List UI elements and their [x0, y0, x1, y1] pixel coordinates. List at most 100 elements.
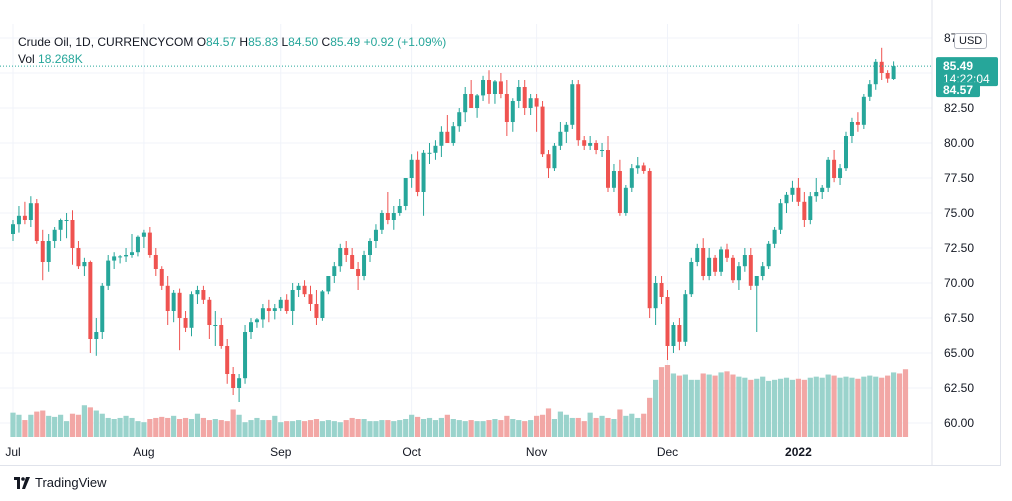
candle-body [52, 229, 57, 241]
volume-bar [462, 421, 468, 437]
symbol-title[interactable]: Crude Oil, 1D, CURRENCYCOM [18, 35, 194, 49]
volume-bar [510, 419, 516, 437]
candle-body [534, 98, 539, 107]
candle-body [855, 122, 860, 125]
volume-bar [99, 413, 105, 437]
candle-body [552, 145, 557, 169]
candle-body [754, 276, 759, 286]
volume-bar [760, 376, 766, 437]
candle-body [326, 276, 331, 292]
candle-body [278, 299, 283, 309]
volume-bar [242, 422, 248, 437]
candle-body [647, 171, 652, 309]
volume-bar [605, 417, 611, 437]
candle-body [742, 255, 747, 267]
volume-bar [81, 405, 87, 437]
y-tick-label: 62.50 [944, 381, 974, 395]
candle-body [677, 325, 682, 342]
volume-bar [789, 379, 796, 437]
candle-body [415, 159, 420, 192]
candle-body [397, 206, 402, 213]
candle-body [379, 213, 384, 230]
candle-body [588, 143, 593, 146]
volume-bar [379, 420, 385, 437]
volume-bar [653, 379, 659, 437]
y-tick-label: 65.00 [944, 346, 974, 360]
volume-bar [111, 419, 117, 437]
candle-body [623, 187, 628, 213]
volume-bar [10, 412, 16, 437]
time-axis[interactable]: Jul Aug Sep Oct Nov Dec 2022 [5, 445, 812, 459]
x-tick-label: Oct [402, 445, 421, 459]
candle-body [16, 215, 21, 225]
volume-bar [754, 378, 760, 437]
y-tick-label: 82.50 [944, 101, 974, 115]
y-tick-label: 70.00 [944, 276, 974, 290]
currency-button[interactable]: USD [954, 33, 988, 49]
volume-bar [718, 372, 724, 437]
volume-bar [593, 417, 599, 437]
volume-bar [105, 417, 111, 437]
volume-key[interactable]: Vol [18, 52, 35, 66]
candle-body [22, 215, 27, 220]
volume-bar [159, 416, 165, 437]
volume-bar [694, 379, 700, 437]
volume-bar [200, 417, 206, 437]
candle-body [701, 248, 706, 276]
candle-body [427, 152, 432, 154]
candle-body [314, 304, 319, 318]
volume-bar [290, 421, 296, 437]
candle-body [296, 285, 301, 290]
brand-footer[interactable]: TradingView [14, 475, 107, 490]
volume-bar [188, 419, 195, 437]
candle-body [308, 294, 313, 304]
candle-body [481, 80, 486, 96]
candle-body [891, 66, 896, 80]
volume-bar [349, 417, 355, 437]
volume-bar [647, 397, 653, 437]
candle-body [118, 256, 123, 258]
candle-body [611, 171, 616, 188]
volume-bar [22, 420, 28, 437]
volume-bar [254, 417, 260, 437]
volume-bar [248, 420, 254, 437]
volume-bar [742, 377, 748, 437]
candle-body [237, 378, 242, 388]
ohlc-row: Crude Oil, 1D, CURRENCYCOM O84.57 H85.83… [18, 34, 446, 51]
volume-bar [795, 378, 801, 437]
candle-body [719, 249, 724, 272]
volume-bar [212, 419, 218, 437]
candle-body [34, 203, 39, 241]
candle-body [433, 145, 438, 153]
candle-body [183, 318, 188, 328]
candle-body [730, 257, 735, 281]
y-tick-label: 67.50 [944, 311, 974, 325]
candle-body [219, 325, 224, 346]
volume-bar [313, 419, 320, 437]
volume-bar [712, 375, 718, 437]
chart-frame[interactable] [0, 0, 1001, 466]
volume-bar [337, 422, 343, 437]
volume-bar [557, 411, 563, 437]
volume-bar [670, 373, 677, 437]
volume-bar [129, 417, 135, 437]
candle-body [469, 94, 474, 108]
volume-bar [325, 420, 331, 437]
x-tick-label: Dec [657, 445, 678, 459]
volume-bar [896, 373, 903, 437]
volume-bar [528, 420, 534, 437]
volume-bar [551, 419, 558, 437]
candle-body [659, 283, 664, 297]
volume-bar [813, 376, 819, 437]
volume-bar [676, 375, 682, 437]
price-axis[interactable]: 60.00 62.50 65.00 67.50 70.00 72.50 75.00 77.50… [944, 31, 974, 430]
volume-bar [504, 415, 510, 437]
volume-row: Vol 18.268K [18, 51, 446, 68]
candle-body [130, 252, 134, 255]
volume-bar [361, 419, 367, 437]
candle-body [683, 294, 688, 342]
volume-bar [194, 413, 201, 437]
volume-bar [397, 420, 403, 437]
last-price-tag: 85.49 14:22:04 84.57 [936, 57, 998, 98]
